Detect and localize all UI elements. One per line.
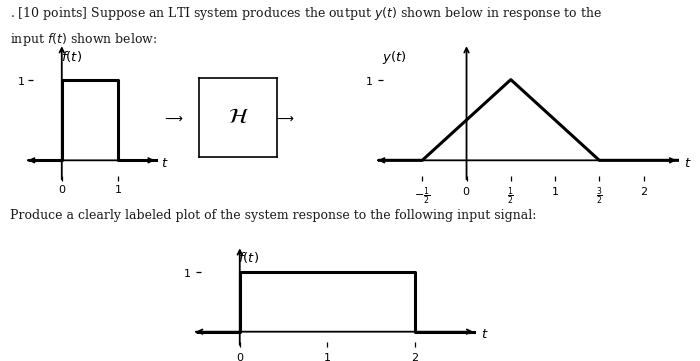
Text: $f(t)$: $f(t)$	[61, 49, 82, 64]
Text: $t$: $t$	[685, 157, 692, 170]
Text: $t$: $t$	[161, 157, 169, 170]
Text: $\longrightarrow$: $\longrightarrow$	[272, 112, 295, 125]
Text: $f(t)$: $f(t)$	[238, 250, 259, 265]
Text: . [10 points] Suppose an LTI system produces the output $y(t)$ shown below in re: . [10 points] Suppose an LTI system prod…	[10, 5, 603, 22]
Text: $t$: $t$	[482, 327, 489, 340]
Text: $y(t)$: $y(t)$	[382, 49, 407, 66]
Text: Produce a clearly labeled plot of the system response to the following input sig: Produce a clearly labeled plot of the sy…	[10, 209, 537, 222]
Text: input $f(t)$ shown below:: input $f(t)$ shown below:	[10, 31, 158, 48]
Text: $\mathcal{H}$: $\mathcal{H}$	[228, 107, 248, 127]
Text: $\longrightarrow$: $\longrightarrow$	[162, 112, 184, 125]
